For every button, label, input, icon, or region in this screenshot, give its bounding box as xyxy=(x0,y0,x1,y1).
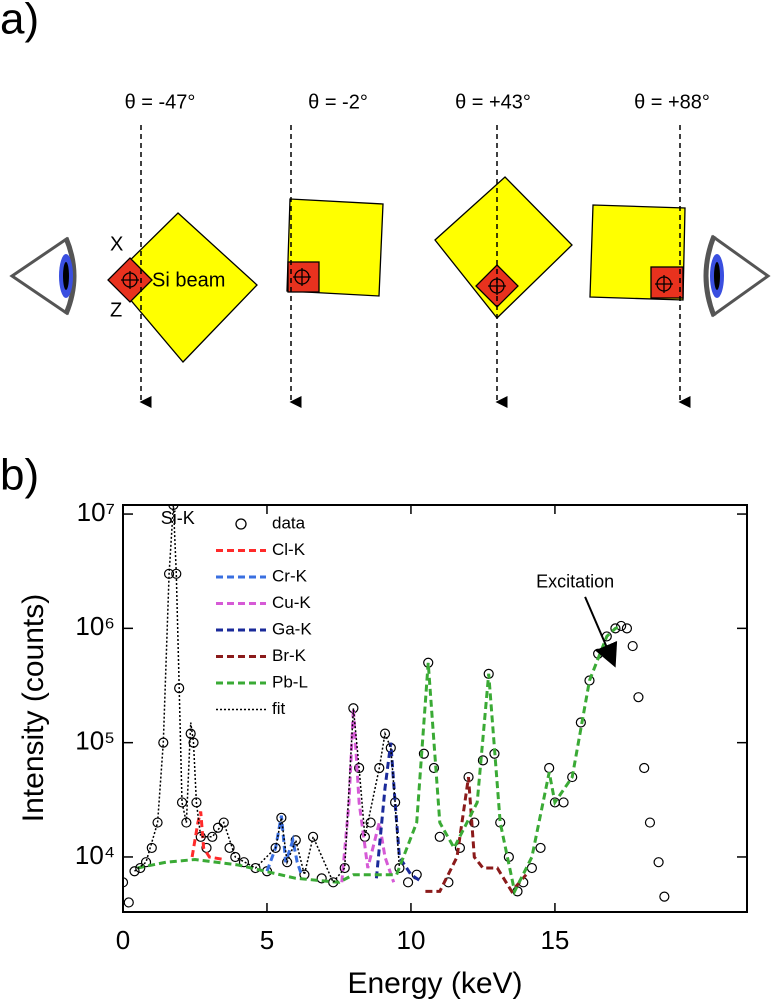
data-point xyxy=(365,817,376,828)
panel-label: a) xyxy=(0,0,39,44)
x-axis-label: Energy (keV) xyxy=(347,967,522,1000)
data-point xyxy=(123,897,134,908)
data-point xyxy=(418,748,430,759)
angle-label: θ = +43° xyxy=(455,91,531,113)
data-point xyxy=(218,817,229,828)
data-point xyxy=(146,842,157,854)
data-point xyxy=(290,835,301,846)
data-point xyxy=(316,873,327,884)
legend-label: data xyxy=(272,513,306,532)
legend-label: Pb-L xyxy=(272,672,308,691)
data-point xyxy=(339,862,350,874)
y-tick-label: 10⁶ xyxy=(75,611,115,641)
data-point xyxy=(171,568,182,579)
y-axis-label: Intensity (counts) xyxy=(17,594,50,822)
axis-letter: Z xyxy=(110,299,122,321)
series-line xyxy=(374,742,424,884)
data-point xyxy=(270,842,281,854)
annotation-arrow xyxy=(584,596,618,668)
series-line xyxy=(134,505,401,884)
legend-marker xyxy=(235,518,247,530)
data-point xyxy=(535,842,546,854)
data-point xyxy=(526,862,537,874)
data-point xyxy=(610,623,621,634)
data-point xyxy=(123,877,129,888)
diagram xyxy=(9,125,771,408)
data-point xyxy=(558,797,569,808)
series-line xyxy=(137,624,622,896)
data-point xyxy=(207,831,218,842)
data-point xyxy=(152,817,163,828)
x-tick-label: 15 xyxy=(540,925,569,955)
data-point xyxy=(653,857,664,868)
data-point xyxy=(129,866,140,877)
data-point xyxy=(307,831,319,842)
data-point xyxy=(140,857,152,868)
data-point xyxy=(135,862,146,874)
legend-label: Cr-K xyxy=(272,566,308,585)
data-point xyxy=(434,831,445,842)
x-tick-label: 10 xyxy=(396,925,425,955)
data-point xyxy=(639,762,650,774)
angle-label: θ = -2° xyxy=(308,91,368,113)
y-tick-label: 10⁴ xyxy=(75,840,115,870)
legend-label: fit xyxy=(272,699,286,718)
data-layer xyxy=(123,505,670,908)
plot-frame xyxy=(122,504,748,913)
data-point xyxy=(212,822,224,833)
data-point xyxy=(195,831,206,842)
angle-label: θ = -47° xyxy=(125,91,196,113)
legend-label: Cl-K xyxy=(272,540,306,559)
legend-label: Ga-K xyxy=(272,619,312,638)
data-point xyxy=(230,851,241,863)
series-line xyxy=(425,776,528,894)
y-tick-label: 10⁵ xyxy=(75,726,115,756)
data-point xyxy=(616,620,627,632)
legend-label: Br-K xyxy=(272,646,307,665)
data-point xyxy=(659,891,670,902)
data-point xyxy=(238,857,250,868)
data-point xyxy=(627,640,638,652)
data-point xyxy=(477,755,489,766)
annotation: Excitation xyxy=(536,572,614,592)
data-point xyxy=(224,842,235,854)
data-point xyxy=(544,762,555,774)
data-point xyxy=(402,877,414,888)
series-line xyxy=(340,708,396,883)
angle-label: θ = +88° xyxy=(634,91,710,113)
data-point xyxy=(469,817,480,828)
x-tick-label: 0 xyxy=(116,925,130,955)
panel-label: b) xyxy=(0,451,39,500)
y-tick-label: 10⁷ xyxy=(77,497,115,527)
data-point xyxy=(379,728,391,739)
beam-label: Si beam xyxy=(152,269,225,291)
data-point xyxy=(633,692,644,703)
plot: data Cl-K Cr-K Cu-K Ga-K Br-K Pb-L fit 0 5 10 15 10⁴… xyxy=(75,497,748,955)
annotation: Si-K xyxy=(161,508,195,528)
data-point xyxy=(374,762,385,774)
data-point xyxy=(282,857,293,868)
legend-label: Cu-K xyxy=(272,593,311,612)
data-point xyxy=(575,717,586,728)
data-point xyxy=(621,623,633,634)
x-tick-label: 5 xyxy=(260,925,274,955)
axis-letter: X xyxy=(110,233,123,255)
data-point xyxy=(428,762,440,774)
data-point xyxy=(644,817,656,828)
data-point xyxy=(276,812,287,823)
